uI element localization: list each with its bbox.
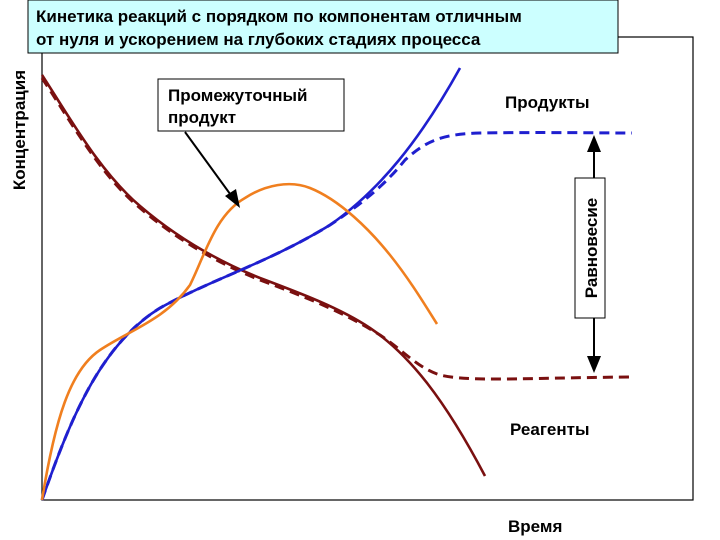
intermediate-pointer-arrowhead	[225, 189, 240, 208]
reagents-curve	[40, 74, 487, 477]
reagents-equilibrium-curve	[40, 77, 631, 381]
equilibrium-arrowhead-top	[587, 135, 601, 152]
title-line2: от нуля и ускорением на глубоких стадиях…	[36, 30, 481, 49]
reagents-label: Реагенты	[510, 420, 589, 439]
equilibrium-arrowhead-bottom	[587, 356, 601, 373]
intermediate-label-line2: продукт	[168, 108, 236, 127]
equilibrium-label: Равновесие	[582, 198, 601, 299]
products-curve	[40, 67, 462, 501]
x-axis-label: Время	[508, 517, 562, 536]
intermediate-label-box	[157, 78, 345, 132]
products-equilibrium-curve	[40, 131, 633, 501]
intermediate-pointer-line	[184, 131, 234, 199]
title-line1: Кинетика реакций с порядком по компонент…	[36, 7, 522, 26]
intermediate-curve	[40, 182, 439, 501]
y-axis-label: Концентрация	[10, 70, 29, 190]
products-label: Продукты	[505, 93, 590, 112]
equilibrium-label-box	[574, 177, 606, 319]
title-box	[27, 0, 619, 54]
intermediate-label-line1: Промежуточный	[168, 86, 307, 105]
